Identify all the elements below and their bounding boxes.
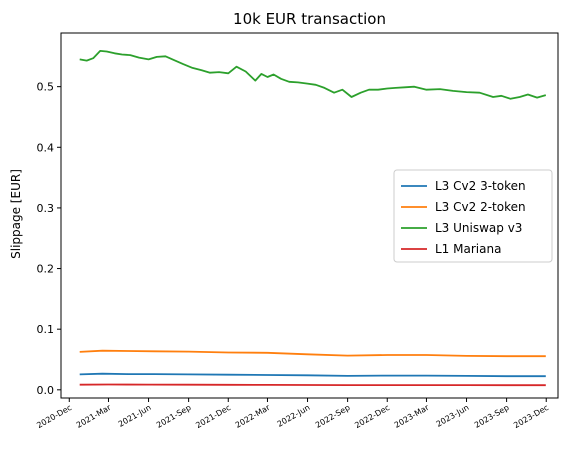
legend: L3 Cv2 3-token L3 Cv2 2-token L3 Uniswap v… bbox=[393, 169, 553, 263]
series-line-4 bbox=[79, 383, 546, 387]
legend-label: L1 Mariana bbox=[435, 242, 501, 256]
y-tick-label: 0.5 bbox=[37, 81, 55, 94]
plot-frame bbox=[60, 32, 559, 399]
series-line-1 bbox=[79, 372, 546, 378]
legend-label: L3 Cv2 3-token bbox=[435, 179, 526, 193]
series-line-3 bbox=[79, 50, 547, 100]
y-tick-label: 0.2 bbox=[37, 263, 55, 276]
series-line-2 bbox=[79, 349, 546, 358]
y-tick-label: 0.3 bbox=[37, 202, 55, 215]
y-tick-label: 0.1 bbox=[37, 323, 55, 336]
y-tick-label: 0.4 bbox=[37, 141, 55, 154]
legend-label: L3 Uniswap v3 bbox=[435, 221, 522, 235]
legend-label: L3 Cv2 2-token bbox=[435, 200, 526, 214]
chart-title: 10k EUR transaction bbox=[233, 10, 386, 28]
y-axis-label: Slippage [EUR] bbox=[9, 169, 23, 259]
y-tick-label: 0.0 bbox=[37, 384, 55, 397]
series-layer bbox=[79, 50, 547, 387]
legend-box bbox=[393, 169, 553, 263]
